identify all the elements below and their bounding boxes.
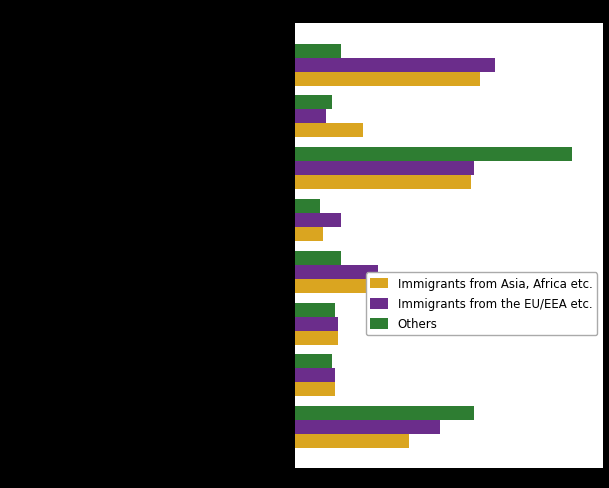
Bar	[295, 303, 336, 317]
Bar	[295, 44, 342, 59]
Bar	[295, 251, 342, 265]
Bar	[295, 279, 437, 293]
Bar	[295, 434, 409, 448]
Bar	[295, 331, 339, 345]
Bar	[295, 73, 480, 86]
Bar	[295, 420, 440, 434]
Bar	[295, 162, 474, 176]
Bar	[295, 383, 336, 397]
Bar	[295, 176, 471, 190]
Bar	[295, 265, 378, 279]
Bar	[295, 110, 326, 124]
Bar	[295, 407, 474, 420]
Bar	[295, 96, 333, 110]
Bar	[295, 227, 323, 242]
Bar	[295, 148, 572, 162]
Bar	[295, 317, 339, 331]
Bar	[295, 214, 342, 227]
Legend: Immigrants from Asia, Africa etc., Immigrants from the EU/EEA etc., Others: Immigrants from Asia, Africa etc., Immig…	[365, 273, 597, 335]
Bar	[295, 355, 333, 369]
Bar	[295, 59, 495, 73]
Bar	[295, 124, 363, 138]
Bar	[295, 369, 336, 383]
Bar	[295, 200, 320, 214]
